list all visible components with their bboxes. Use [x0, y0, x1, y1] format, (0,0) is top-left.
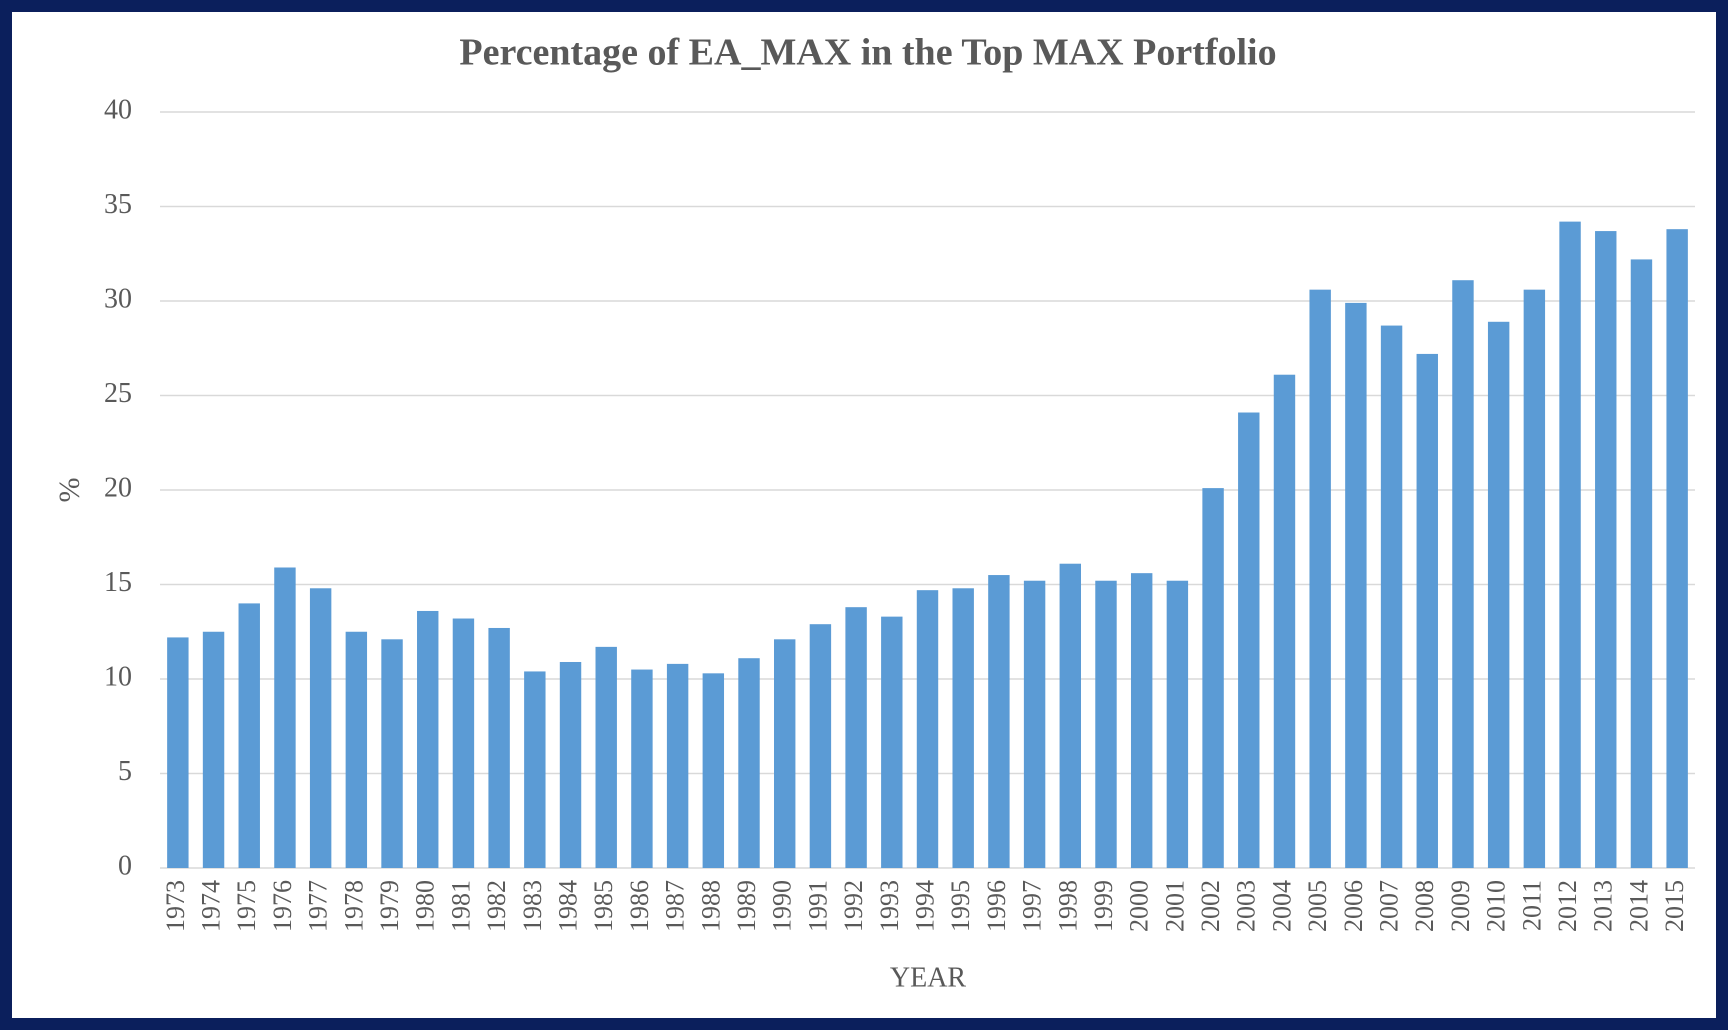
x-tick-label: 1996	[982, 880, 1011, 932]
x-tick-label: 2012	[1553, 880, 1582, 932]
bar	[381, 639, 403, 868]
x-tick-label: 1973	[161, 880, 190, 932]
x-tick-label: 1989	[732, 880, 761, 932]
y-tick-label: 5	[118, 756, 132, 787]
bar	[202, 631, 225, 868]
y-tick-label: 20	[104, 472, 132, 503]
bar	[738, 658, 760, 868]
chart-title: Percentage of EA_MAX in the Top MAX Port…	[459, 32, 1276, 74]
bar	[167, 637, 189, 868]
y-tick-label: 35	[104, 189, 132, 220]
x-tick-label: 1984	[553, 880, 582, 932]
bar	[631, 669, 653, 868]
bar	[1380, 325, 1403, 868]
bar	[1023, 580, 1046, 868]
x-tick-label: 1974	[197, 880, 226, 932]
bar	[916, 590, 939, 868]
y-tick-label: 25	[104, 378, 132, 409]
x-tick-label: 1995	[946, 880, 975, 932]
x-tick-label: 2008	[1410, 880, 1439, 932]
x-tick-label: 1999	[1089, 880, 1118, 932]
bar	[1345, 302, 1367, 868]
x-tick-label: 1987	[661, 880, 690, 932]
x-tick-label: 1985	[589, 880, 618, 932]
x-tick-label: 1988	[696, 880, 725, 932]
y-tick-label: 10	[104, 661, 132, 692]
bar	[952, 588, 974, 868]
x-tick-label: 1981	[446, 880, 475, 932]
x-tick-label: 1978	[339, 880, 368, 932]
x-tick-label: 2004	[1267, 880, 1296, 932]
x-tick-label: 1986	[625, 880, 654, 932]
x-tick-label: 1982	[482, 880, 511, 932]
bar	[417, 610, 439, 868]
bar	[274, 567, 296, 868]
x-tick-label: 2000	[1125, 880, 1154, 932]
bar	[1095, 580, 1117, 868]
bar	[345, 631, 368, 868]
x-tick-label: 1979	[375, 880, 404, 932]
x-tick-label: 1976	[268, 880, 297, 932]
bar	[774, 639, 796, 868]
x-tick-label: 1993	[875, 880, 904, 932]
bar	[1130, 573, 1153, 868]
x-tick-label: 1994	[910, 880, 939, 932]
y-tick-label: 15	[104, 567, 132, 598]
x-tick-label: 2009	[1446, 880, 1475, 932]
bar	[524, 671, 546, 868]
x-tick-label: 2013	[1589, 880, 1618, 932]
bar	[238, 603, 260, 868]
bar	[452, 618, 475, 868]
x-tick-label: 1977	[304, 880, 333, 932]
bar	[1487, 321, 1510, 868]
bar	[559, 661, 582, 868]
x-tick-label: 2003	[1232, 880, 1261, 932]
x-tick-label: 1992	[839, 880, 868, 932]
bar	[1595, 231, 1617, 868]
bar	[666, 663, 689, 868]
x-tick-label: 2011	[1517, 880, 1546, 931]
bar	[1666, 229, 1688, 868]
x-tick-label: 1990	[768, 880, 797, 932]
bar	[845, 607, 867, 868]
x-tick-label: 1983	[518, 880, 547, 932]
x-tick-label: 1998	[1053, 880, 1082, 932]
x-tick-label: 2015	[1660, 880, 1689, 932]
bar	[988, 575, 1010, 868]
y-tick-label: 40	[104, 94, 132, 125]
bar	[1416, 353, 1438, 868]
bar	[1523, 289, 1546, 868]
x-tick-label: 2014	[1624, 880, 1653, 932]
y-axis-label: %	[53, 478, 86, 503]
bar	[1166, 580, 1189, 868]
x-tick-label: 1997	[1018, 880, 1047, 932]
x-tick-label: 2005	[1303, 880, 1332, 932]
bar	[309, 588, 332, 868]
bar	[1630, 259, 1653, 868]
x-tick-label: 2002	[1196, 880, 1225, 932]
bar	[881, 616, 903, 868]
bar	[702, 673, 725, 868]
x-axis-label: YEAR	[890, 962, 967, 993]
x-tick-label: 2010	[1482, 880, 1511, 932]
x-tick-label: 2001	[1160, 880, 1189, 932]
x-tick-label: 1975	[232, 880, 261, 932]
bar	[1452, 280, 1474, 869]
bar	[595, 646, 617, 868]
x-tick-label: 2007	[1375, 880, 1404, 932]
bar	[1059, 563, 1081, 868]
bar	[1309, 289, 1331, 868]
bar	[1273, 374, 1296, 868]
y-tick-label: 0	[118, 850, 132, 881]
bar	[809, 624, 832, 868]
x-tick-label: 2006	[1339, 880, 1368, 932]
x-tick-label: 1991	[803, 880, 832, 932]
y-tick-label: 30	[104, 283, 132, 314]
bar	[488, 627, 510, 868]
bar	[1202, 488, 1224, 868]
bar	[1238, 412, 1260, 868]
x-tick-label: 1980	[411, 880, 440, 932]
bar	[1559, 221, 1581, 868]
